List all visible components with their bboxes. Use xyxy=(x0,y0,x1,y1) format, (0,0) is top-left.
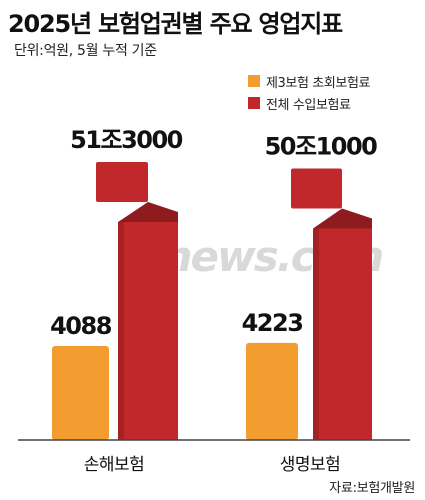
legend-label: 전체 수입보험료 xyxy=(266,97,351,113)
source-note: 자료:보험개발원 xyxy=(329,481,415,496)
legend-item-total-premium: 전체 수입보험료 xyxy=(248,92,370,114)
total-premium-bar xyxy=(313,228,372,440)
legend-swatch-orange xyxy=(248,75,260,87)
legend-label: 제3보험 초회보험료 xyxy=(266,75,371,91)
category-label: 손해보험 xyxy=(84,455,145,475)
initial-premium-bar xyxy=(52,346,109,440)
initial-premium-value-label: 4223 xyxy=(242,309,303,337)
legend-swatch-red xyxy=(248,97,260,109)
total-premium-bar-shade xyxy=(313,228,319,440)
total-premium-value-label: 51조3000 xyxy=(70,126,183,154)
legend-item-initial-premium: 제3보험 초회보험료 xyxy=(248,70,370,92)
initial-premium-bar xyxy=(246,342,298,440)
chart-legend: 제3보험 초회보험료 전체 수입보험료 xyxy=(248,70,370,114)
total-premium-bar-cap xyxy=(291,168,342,209)
category-label: 생명보험 xyxy=(280,455,341,475)
initial-premium-value-label: 4088 xyxy=(50,312,112,340)
total-premium-bar xyxy=(118,222,178,440)
total-premium-bar-break xyxy=(313,208,372,229)
total-premium-value-label: 50조1000 xyxy=(265,133,378,161)
chart-title: 2025년 보험업권별 주요 영업지표 xyxy=(8,10,343,38)
total-premium-bar-cap xyxy=(96,162,148,202)
total-premium-bar-shade xyxy=(118,222,124,440)
total-premium-bar-break xyxy=(118,202,178,222)
chart-subtitle: 단위:억원, 5월 누적 기준 xyxy=(14,43,157,59)
